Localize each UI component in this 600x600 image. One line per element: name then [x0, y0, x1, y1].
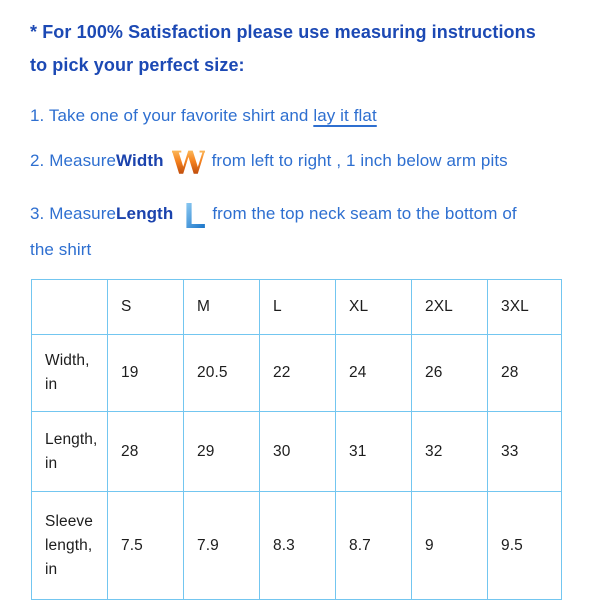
size-col-header-xl: XL — [335, 279, 412, 335]
size-chart-table: S M L XL 2XL 3XL Width, in 19 20.5 22 24… — [31, 279, 562, 600]
step2-text: 2. Measure — [30, 151, 117, 170]
length-value-2xl: 32 — [411, 411, 488, 492]
length-label: Length — [116, 204, 174, 223]
instruction-step-1: 1. Take one of your favorite shirt and l… — [30, 105, 572, 127]
width-letter-w-icon: W — [172, 144, 205, 183]
table-row-length: Length, in 28 29 30 31 32 33 — [31, 411, 562, 492]
size-header-row: S M L XL 2XL 3XL — [31, 279, 562, 335]
step3-text-suffix: from the top neck seam to the bottom of — [212, 204, 517, 223]
step1-text: 1. Take one of your favorite shirt and — [30, 106, 314, 125]
size-col-header-m: M — [183, 279, 260, 335]
step2-text-suffix: from left to right , 1 inch below arm pi… — [211, 151, 508, 170]
sleeve-value-m: 7.9 — [183, 491, 260, 600]
sleeve-value-s: 7.5 — [107, 491, 184, 600]
svg-text:W: W — [172, 144, 205, 182]
instruction-step-3-wrap: the shirt — [30, 240, 92, 259]
width-value-3xl: 28 — [487, 334, 562, 412]
corner-cell — [31, 279, 108, 335]
instruction-step-2: 2. Measure Width W from left to right , … — [30, 140, 572, 183]
sleeve-value-l: 8.3 — [259, 491, 336, 600]
row-label: Width, in — [31, 334, 108, 412]
length-value-3xl: 33 — [487, 411, 562, 492]
length-letter-l-icon: L — [184, 195, 205, 235]
lay-it-flat-link[interactable]: lay it flat — [313, 106, 377, 125]
sleeve-value-3xl: 9.5 — [487, 491, 562, 600]
width-value-s: 19 — [107, 334, 184, 412]
row-label: Length, in — [31, 411, 108, 492]
satisfaction-heading-line2: to pick your perfect size: — [30, 55, 245, 75]
length-value-xl: 31 — [335, 411, 412, 492]
table-row-sleeve-length: Sleeve length, in 7.5 7.9 8.3 8.7 9 9.5 — [31, 491, 562, 600]
length-value-s: 28 — [107, 411, 184, 492]
width-value-m: 20.5 — [183, 334, 260, 412]
width-value-l: 22 — [259, 334, 336, 412]
instruction-step-3: 3. Measure Length L from the top neck se… — [30, 193, 572, 235]
step3-text: 3. Measure — [30, 204, 117, 223]
length-value-l: 30 — [259, 411, 336, 492]
sleeve-value-2xl: 9 — [411, 491, 488, 600]
row-label: Sleeve length, in — [31, 491, 108, 600]
width-value-2xl: 26 — [411, 334, 488, 412]
width-label: Width — [116, 151, 164, 170]
length-value-m: 29 — [183, 411, 260, 492]
size-col-header-2xl: 2XL — [411, 279, 488, 335]
size-col-header-l: L — [259, 279, 336, 335]
width-value-xl: 24 — [335, 334, 412, 412]
table-row-width: Width, in 19 20.5 22 24 26 28 — [31, 334, 562, 412]
sleeve-value-xl: 8.7 — [335, 491, 412, 600]
svg-text:L: L — [184, 195, 205, 235]
size-col-header-s: S — [107, 279, 184, 335]
size-col-header-3xl: 3XL — [487, 279, 562, 335]
satisfaction-heading-line1: * For 100% Satisfaction please use measu… — [30, 22, 536, 42]
